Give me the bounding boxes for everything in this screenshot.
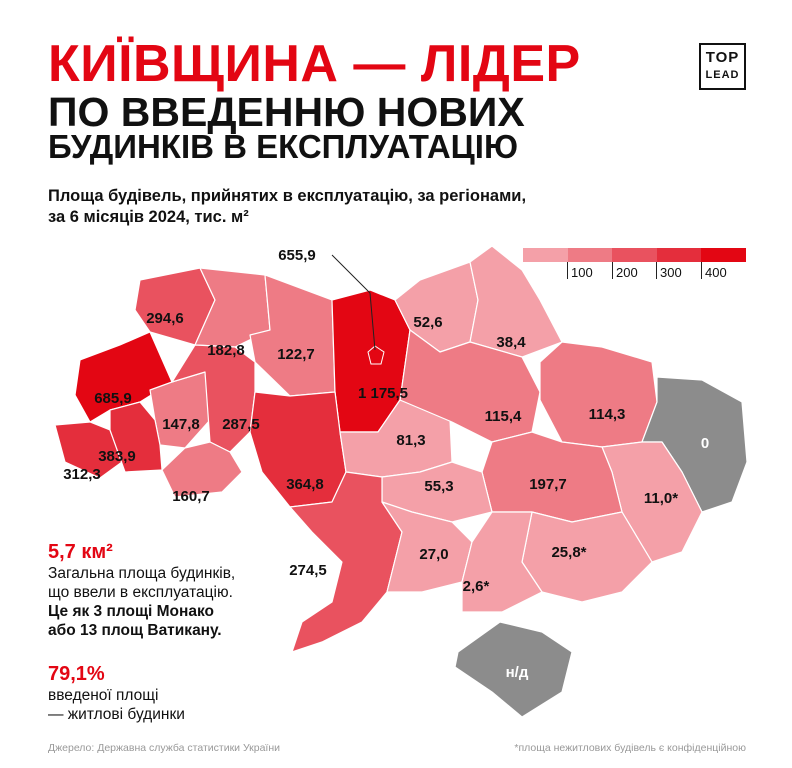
region-label-zakarpattia: 312,3 (63, 466, 101, 483)
subtitle-line-1: Площа будівель, прийнятих в експлуатацію… (48, 187, 527, 205)
subtitle: Площа будівель, прийнятих в експлуатацію… (48, 186, 526, 228)
region-label-luhansk: 0 (701, 435, 709, 452)
title-line-1: КИЇВЩИНА — ЛІДЕР (48, 35, 581, 93)
region-label-poltava: 115,4 (485, 408, 522, 425)
region-label-dnipro: 197,7 (529, 476, 567, 493)
logo-top: TOP (705, 49, 740, 66)
region-label-khmelnytskyi: 287,5 (222, 416, 260, 433)
title-line-2: ПО ВВЕДЕННЮ НОВИХ (48, 89, 525, 135)
stat-residential-value: 79,1% (48, 663, 105, 685)
legend-swatch (523, 248, 568, 262)
region-label-zhytomyr: 122,7 (277, 346, 315, 363)
region-label-chernivtsi: 160,7 (172, 488, 210, 505)
stat-text: Загальна площа будинків, (48, 565, 236, 582)
region-odesa (289, 471, 403, 653)
legend-swatch (656, 248, 701, 262)
legend-swatch (701, 248, 746, 262)
legend-tick: 400 (701, 262, 727, 279)
region-label-lviv: 685,9 (94, 390, 132, 407)
legend: 100 200 300 400 (523, 248, 746, 282)
region-label-vinnytsia: 364,8 (286, 476, 324, 493)
region-label-kherson: 2,6* (463, 578, 490, 595)
region-crimea (454, 621, 573, 718)
region-label-odesa: 274,5 (289, 562, 327, 579)
legend-swatch (612, 248, 657, 262)
stat-text: введеної площі (48, 687, 159, 704)
region-label-cherkasy: 81,3 (396, 432, 425, 449)
region-label-ivano-frankivsk: 383,9 (98, 448, 136, 465)
region-label-kyiv-city: 655,9 (278, 247, 316, 264)
region-chernivtsi (161, 441, 243, 498)
source-note: Джерело: Державна служба статистики Укра… (48, 742, 281, 754)
legend-tick: 200 (612, 262, 638, 279)
region-label-kyiv-oblast: 1 175,5 (358, 385, 408, 402)
stat-text: або 13 площ Ватикану. (48, 622, 222, 639)
region-label-sumy: 38,4 (496, 334, 526, 351)
logo-bottom: LEAD (705, 69, 740, 81)
stat-text: Це як 3 площі Монако (48, 603, 215, 620)
top-lead-logo: TOP LEAD (699, 43, 746, 90)
stat-area-value: 5,7 км² (48, 541, 113, 563)
stat-text: що ввели в експлуатацію. (48, 584, 233, 601)
stat-area-text: Загальна площа будинків, що ввели в експ… (48, 564, 235, 640)
legend-swatch (567, 248, 612, 262)
footnote: *площа нежитлових будівель є конфіденцій… (514, 742, 746, 754)
region-label-rivne: 182,8 (207, 342, 245, 359)
legend-tick: 100 (567, 262, 593, 279)
region-label-crimea: н/д (506, 664, 529, 681)
legend-bar (523, 248, 746, 262)
subtitle-line-2: за 6 місяців 2024, тис. м² (48, 208, 249, 226)
region-label-donetsk: 11,0* (644, 490, 678, 507)
region-label-kharkiv: 114,3 (589, 406, 626, 423)
legend-tick: 300 (656, 262, 682, 279)
region-kharkiv (539, 341, 658, 448)
legend-ticks: 100 200 300 400 (523, 262, 746, 282)
stat-residential-text: введеної площі — житлові будинки (48, 686, 185, 724)
kyiv-city-leader-line (331, 254, 376, 351)
title-line-3: БУДИНКІВ В ЕКСПЛУАТАЦІЮ (48, 128, 518, 165)
region-label-chernihiv: 52,6 (413, 314, 442, 331)
region-kyiv-city (367, 345, 385, 365)
region-label-zaporizhzhia: 25,8* (551, 544, 586, 561)
region-label-mykolaiv: 27,0 (419, 546, 448, 563)
region-label-kirovohrad: 55,3 (424, 478, 453, 495)
region-ivano-frankivsk (109, 401, 163, 473)
region-label-ternopil: 147,8 (162, 416, 200, 433)
region-kherson (461, 511, 543, 613)
region-label-volyn: 294,6 (146, 310, 184, 327)
stat-text: — житлові будинки (48, 706, 185, 723)
